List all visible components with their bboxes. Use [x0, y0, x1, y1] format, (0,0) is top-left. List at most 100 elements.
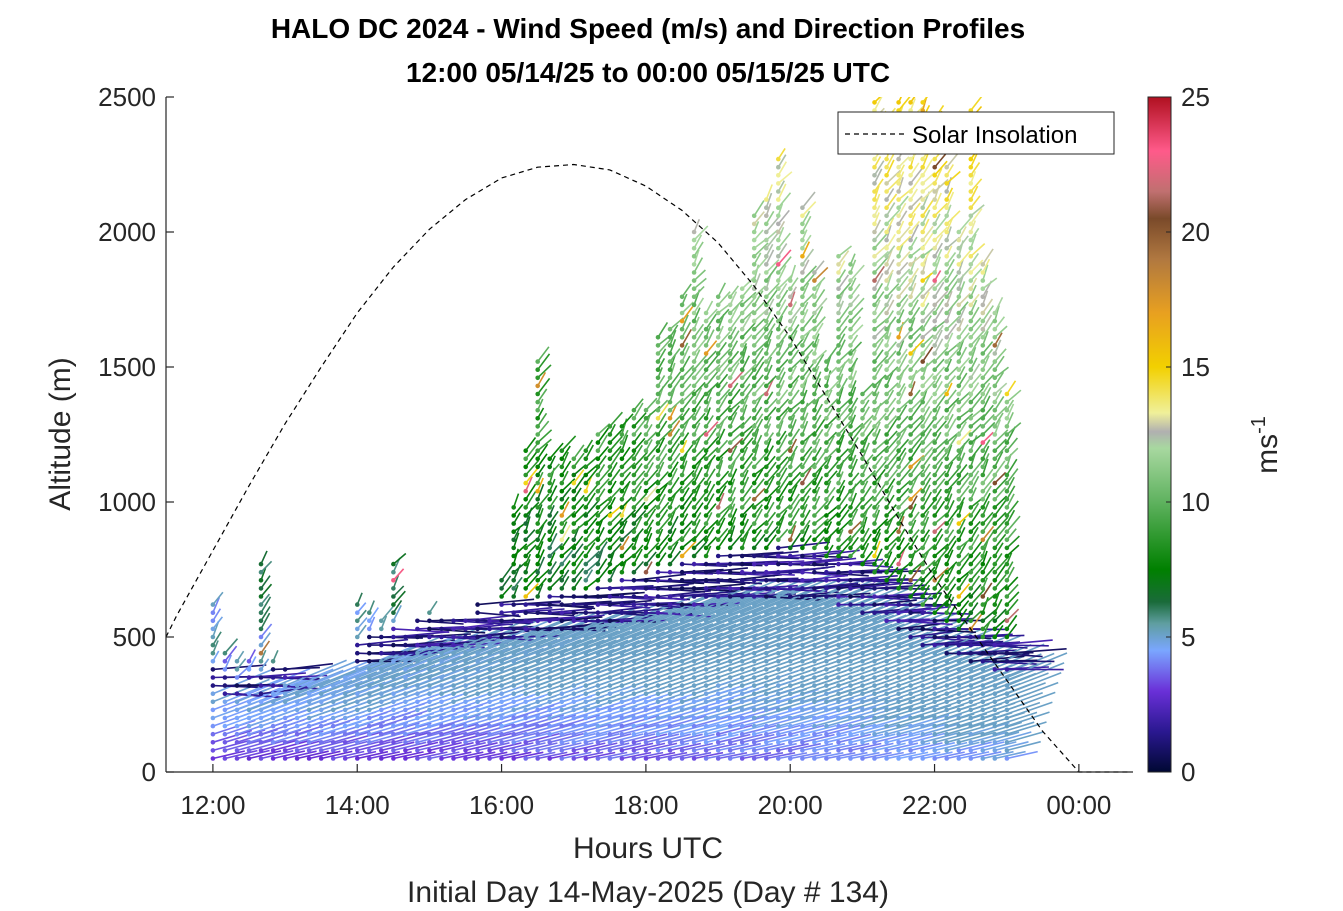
wind-barb-point [559, 586, 565, 591]
wind-barb-point [595, 505, 601, 510]
wind-barb [753, 285, 767, 298]
wind-barb-point [511, 659, 516, 664]
wind-barb-point [691, 318, 697, 324]
wind-barb [814, 615, 870, 638]
wind-barb [693, 447, 706, 460]
wind-barb-point [427, 618, 432, 624]
wind-barb-point [487, 683, 492, 688]
wind-barb-point [583, 537, 589, 543]
wind-barb [693, 484, 701, 500]
wind-barb [789, 484, 798, 500]
wind-barb-point [764, 253, 769, 259]
wind-barb-point [535, 594, 540, 599]
wind-barb-point [631, 456, 637, 462]
wind-barb [705, 536, 717, 549]
wind-barb [681, 614, 739, 638]
wind-barb-point [559, 553, 565, 559]
wind-barb [741, 588, 802, 614]
wind-barb-point [776, 497, 781, 502]
wind-barb-point [559, 529, 565, 534]
wind-barb-point [920, 173, 925, 178]
wind-barb-point [860, 472, 865, 478]
wind-barb-point [908, 642, 913, 648]
wind-barb-point [643, 715, 649, 721]
wind-barb-point [764, 448, 769, 454]
wind-barb [741, 386, 754, 403]
wind-barb-point [403, 667, 408, 672]
wind-barb [934, 567, 950, 581]
wind-barb-point [595, 513, 601, 518]
wind-barb-point [896, 537, 901, 543]
wind-barb-point [391, 748, 396, 753]
wind-barb [357, 672, 411, 695]
wind-barb [921, 534, 931, 549]
wind-barb [765, 282, 780, 298]
wind-barb-point [812, 521, 817, 526]
wind-barb [934, 722, 973, 735]
wind-barb [789, 291, 796, 306]
wind-barb-point [487, 626, 492, 632]
wind-barb-point [583, 521, 589, 526]
wind-barb-point [932, 699, 937, 705]
wind-barb-point [884, 343, 889, 348]
wind-barb-point [667, 756, 673, 761]
wind-barb-point [415, 683, 420, 688]
wind-barb [645, 431, 658, 444]
wind-barb [777, 333, 788, 346]
wind-barb [789, 428, 801, 444]
wind-barb-point [655, 456, 661, 462]
wind-barb-point [511, 723, 516, 729]
wind-barb-point [944, 715, 949, 721]
wind-barb-point [800, 578, 805, 583]
wind-barb [549, 563, 562, 581]
wind-barb-point [559, 691, 565, 696]
wind-barb-point [703, 569, 709, 575]
wind-barb-point [391, 667, 396, 672]
wind-barb-point [860, 399, 865, 405]
wind-barb-point [643, 561, 649, 567]
wind-barb-point [776, 699, 781, 705]
wind-barb-point [848, 367, 853, 373]
wind-barb [537, 353, 551, 371]
wind-barb [934, 713, 975, 727]
wind-barb-point [451, 618, 456, 624]
wind-barb-point [583, 691, 589, 696]
wind-barb [741, 615, 797, 638]
wind-barb-point [691, 237, 697, 243]
wind-barb-point [836, 659, 841, 664]
wind-barb-point [499, 675, 504, 680]
wind-barb-point [908, 253, 913, 259]
wind-barb-point [812, 343, 817, 348]
wind-barb-point [884, 440, 889, 445]
wind-barb-point [764, 561, 769, 567]
wind-barb [753, 200, 765, 217]
wind-barb-point [800, 221, 805, 227]
wind-barb [296, 740, 333, 752]
wind-barb [886, 382, 899, 395]
wind-barb [717, 507, 731, 525]
wind-barb [945, 564, 956, 581]
wind-barb [284, 659, 347, 687]
wind-barb-point [703, 545, 709, 551]
wind-barb [429, 713, 470, 727]
wind-barb-point [764, 213, 769, 219]
wind-barb [765, 364, 773, 379]
wind-barb [946, 732, 983, 744]
wind-barb-point [222, 707, 228, 713]
wind-barb-point [848, 659, 853, 664]
wind-barb-point [860, 424, 865, 429]
wind-barb-point [523, 578, 528, 583]
wind-barb-point [776, 399, 781, 405]
wind-barb-point [547, 472, 552, 478]
wind-barb [633, 516, 643, 533]
wind-barb-point [788, 359, 793, 364]
wind-barb [357, 658, 399, 663]
wind-barb [645, 582, 694, 590]
wind-barb-point [715, 472, 721, 478]
wind-barb-point [764, 416, 769, 421]
wind-barb [633, 398, 644, 411]
wind-barb-point [655, 464, 661, 470]
wind-barb-point [571, 659, 577, 664]
wind-barb-point [908, 634, 913, 640]
wind-barb-point [318, 707, 324, 713]
